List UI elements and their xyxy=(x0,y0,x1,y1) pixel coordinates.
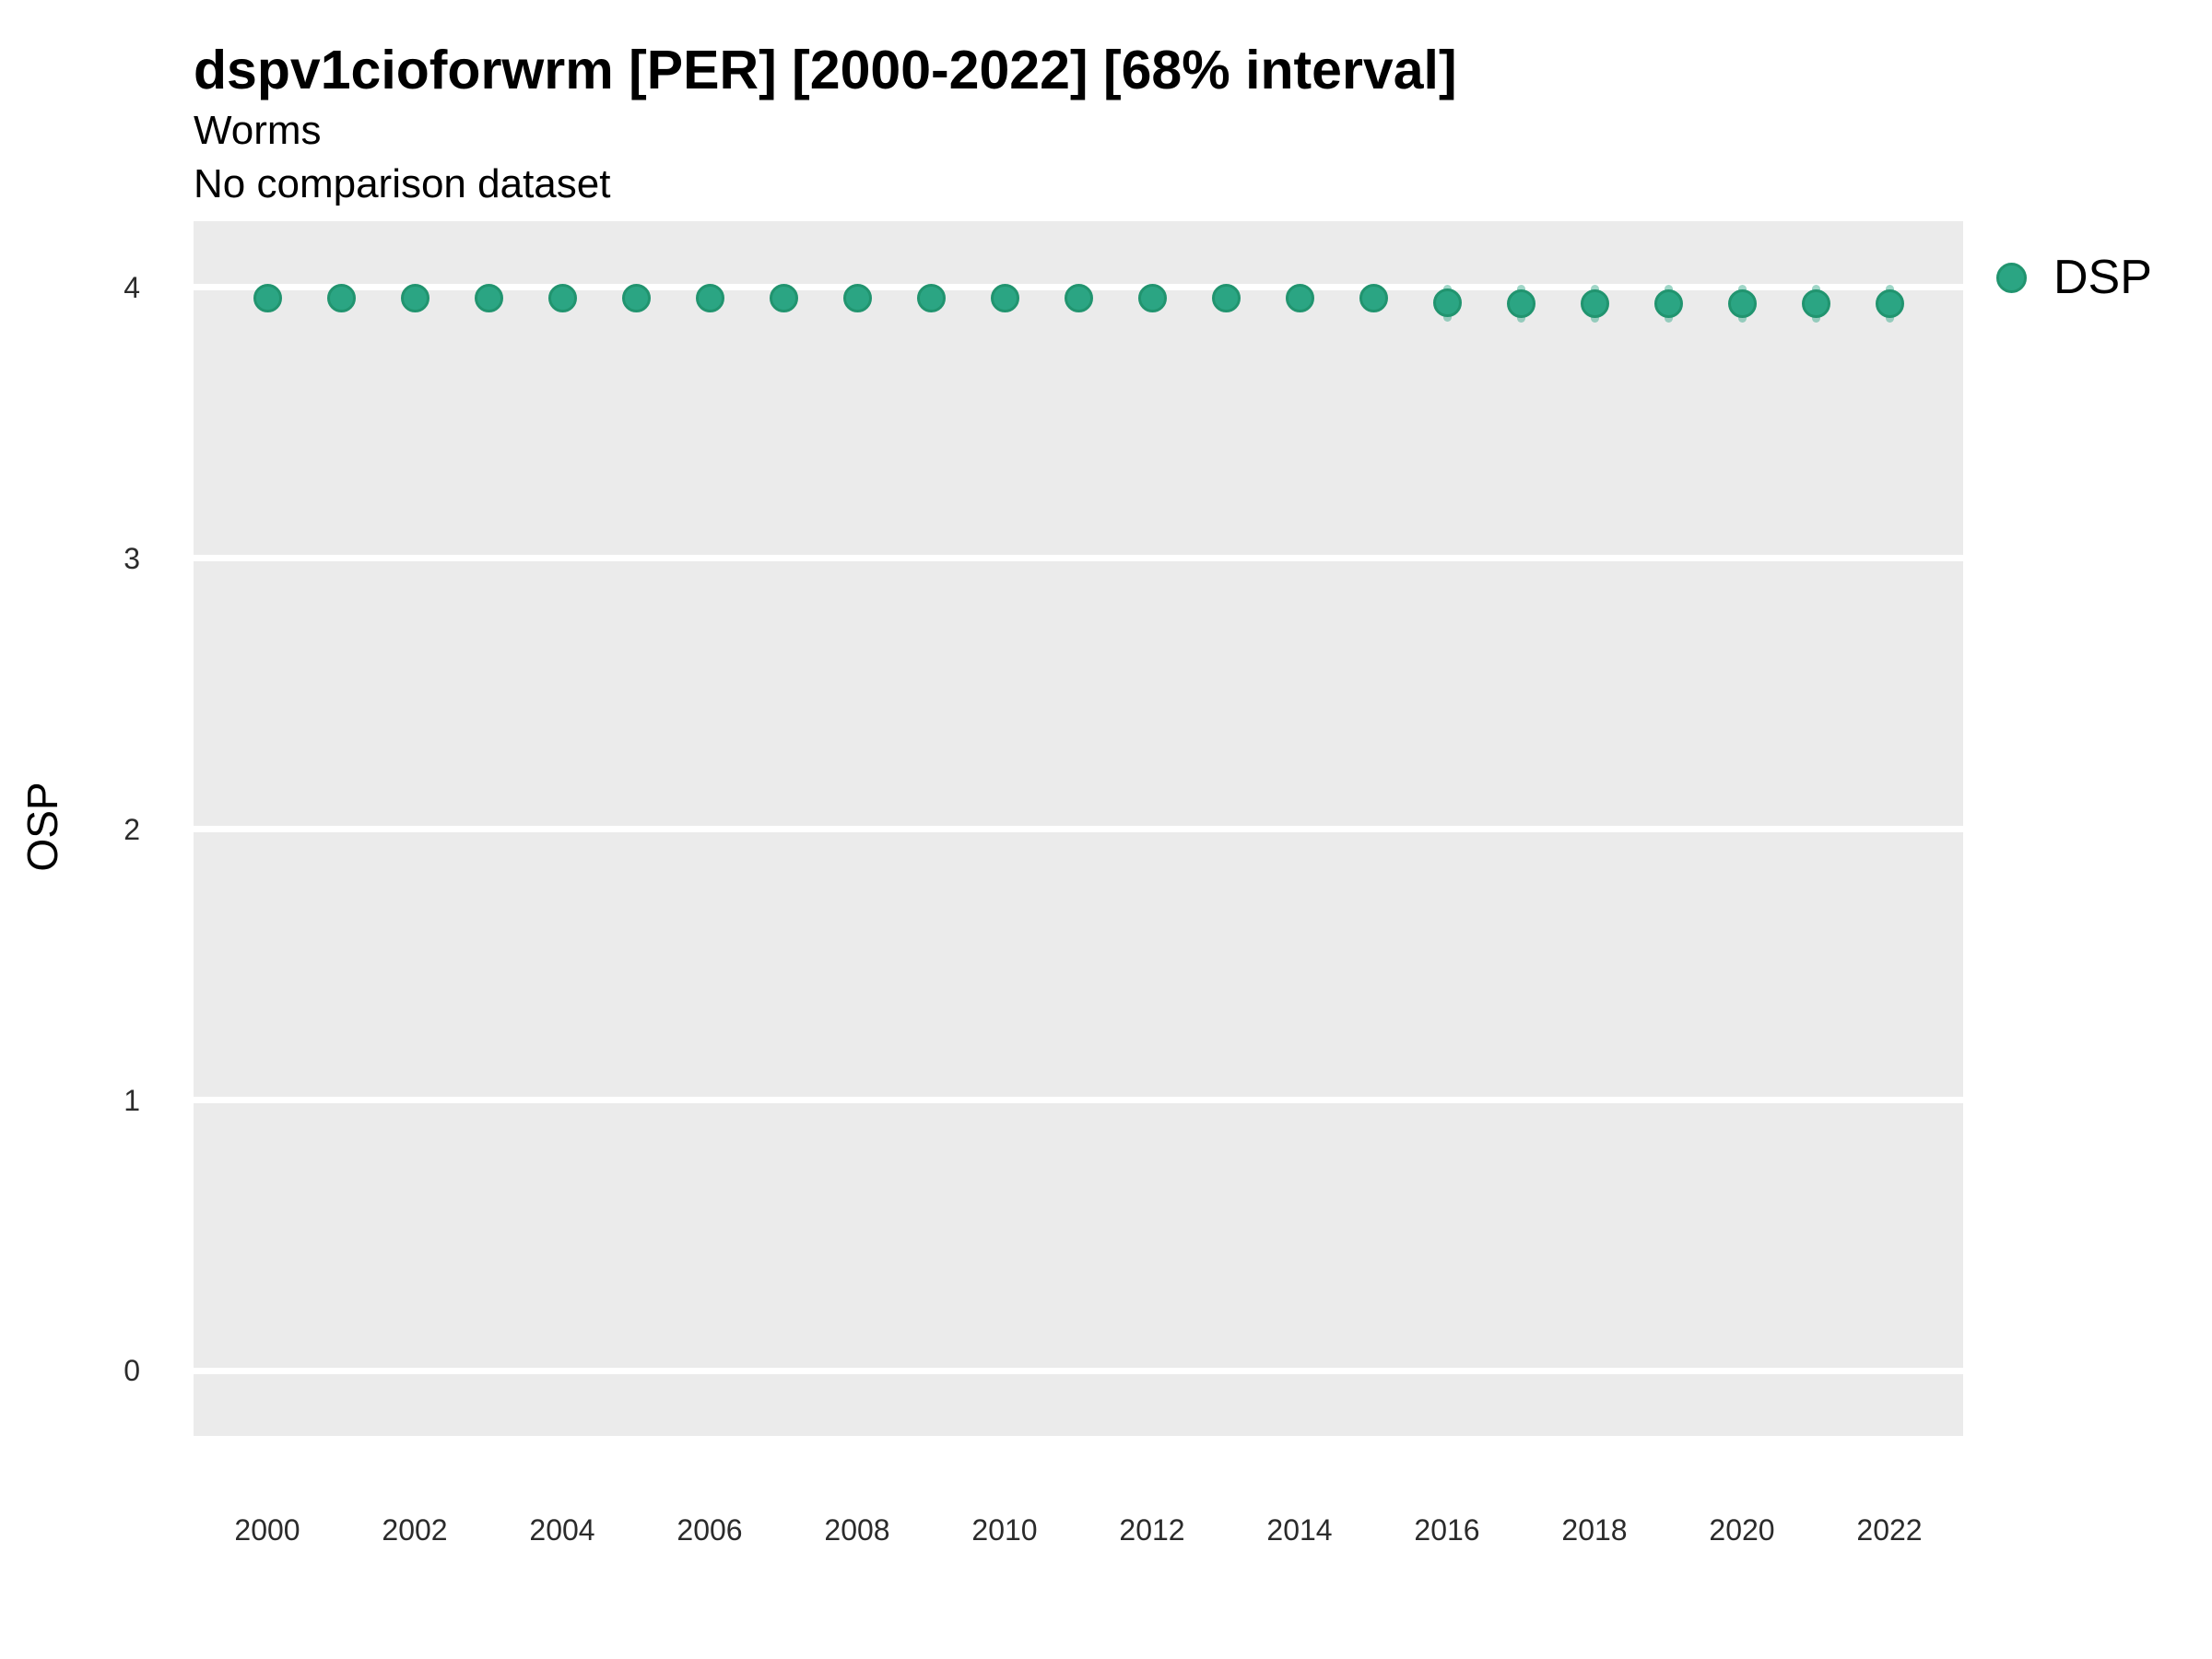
data-point-2003 xyxy=(474,284,503,313)
data-point-2019 xyxy=(1653,289,1683,319)
x-tick-label: 2002 xyxy=(382,1513,448,1547)
x-tick-label: 2016 xyxy=(1414,1513,1480,1547)
chart-subtitle: Worms xyxy=(194,108,322,153)
x-tick-label: 2022 xyxy=(1856,1513,1923,1547)
x-tick-label: 2020 xyxy=(1709,1513,1775,1547)
plot-panel xyxy=(194,221,1963,1436)
data-point-2005 xyxy=(621,284,651,313)
data-point-2001 xyxy=(326,284,356,313)
gridline-y-1 xyxy=(194,1097,1963,1104)
data-point-2009 xyxy=(916,284,946,313)
x-tick-label: 2014 xyxy=(1266,1513,1333,1547)
legend-marker-circle-icon xyxy=(1996,263,2027,293)
data-point-2012 xyxy=(1137,284,1167,313)
x-tick-label: 2004 xyxy=(529,1513,595,1547)
data-point-2008 xyxy=(842,284,872,313)
chart-note: No comparison dataset xyxy=(194,161,611,206)
data-point-2000 xyxy=(253,284,282,313)
data-point-2010 xyxy=(990,284,1019,313)
x-tick-label: 2010 xyxy=(971,1513,1038,1547)
data-point-2013 xyxy=(1211,284,1241,313)
y-tick-label: 2 xyxy=(124,812,140,846)
data-point-2020 xyxy=(1727,289,1757,319)
data-point-2002 xyxy=(400,284,429,313)
data-point-2017 xyxy=(1506,289,1535,319)
data-point-2016 xyxy=(1432,288,1462,317)
data-point-2004 xyxy=(547,284,577,313)
data-point-2007 xyxy=(769,284,798,313)
data-point-2014 xyxy=(1285,284,1314,313)
y-tick-label: 1 xyxy=(124,1083,140,1117)
gridline-y-0 xyxy=(194,1367,1963,1374)
data-point-2011 xyxy=(1064,284,1093,313)
data-point-2021 xyxy=(1801,289,1830,319)
legend-label: DSP xyxy=(2053,251,2152,304)
y-tick-label: 4 xyxy=(124,270,140,304)
y-tick-label: 3 xyxy=(124,541,140,575)
data-point-2015 xyxy=(1359,284,1388,313)
data-point-2022 xyxy=(1875,289,1904,319)
x-tick-label: 2006 xyxy=(677,1513,743,1547)
data-point-2006 xyxy=(695,284,724,313)
x-tick-label: 2008 xyxy=(824,1513,890,1547)
gridline-y-3 xyxy=(194,555,1963,562)
gridline-y-2 xyxy=(194,826,1963,833)
x-tick-label: 2018 xyxy=(1561,1513,1628,1547)
chart-title: dspv1cioforwrm [PER] [2000-2022] [68% in… xyxy=(194,40,1457,100)
x-tick-label: 2012 xyxy=(1119,1513,1185,1547)
data-point-2018 xyxy=(1580,289,1609,319)
y-tick-label: 0 xyxy=(124,1354,140,1388)
x-tick-label: 2000 xyxy=(234,1513,300,1547)
